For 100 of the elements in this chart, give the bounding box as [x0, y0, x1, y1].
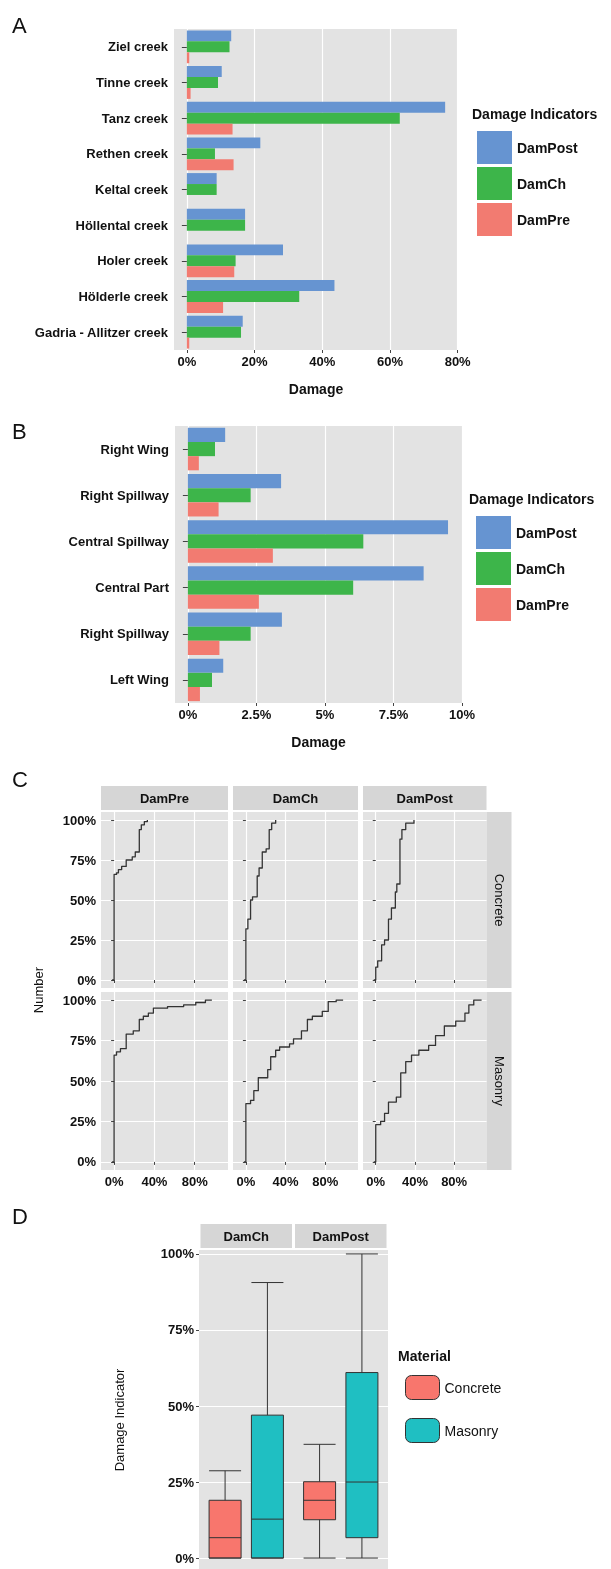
bar [187, 534, 364, 549]
bar [187, 548, 273, 563]
legend-label: DamPost [517, 139, 579, 156]
bar [187, 520, 449, 535]
y-tick-label: 0% [175, 1550, 195, 1566]
bar [187, 612, 282, 627]
x-tick-label: 40% [401, 1174, 429, 1189]
legend-label: DamCh [516, 560, 566, 577]
bar [187, 502, 219, 517]
x-tick-label: 40% [309, 354, 336, 369]
legend-title: Damage Indicators [472, 106, 598, 122]
y-tick-label: Left Wing [109, 672, 170, 688]
bar [186, 123, 233, 135]
y-tick-label: 50% [69, 892, 97, 908]
text: D [12, 1203, 28, 1229]
bar [187, 626, 251, 641]
x-axis-title: Damage [291, 734, 346, 750]
x-tick-label: 80% [181, 1174, 209, 1189]
bar [187, 442, 216, 457]
text: A [12, 12, 27, 38]
y2-axis-title: Concrete [491, 873, 507, 927]
bar [186, 219, 246, 231]
chart-title: DamCh [272, 790, 319, 806]
x-tick-label: 60% [376, 354, 404, 369]
y-tick-label: Central Spillway [68, 533, 170, 549]
y2-axis-title: Masonry [491, 1056, 507, 1107]
bar [187, 566, 424, 581]
y-tick-label: 25% [69, 932, 97, 948]
y-tick-label: 75% [167, 1322, 195, 1338]
bar [186, 41, 230, 53]
bar [187, 488, 251, 503]
legend-label: DamCh [517, 175, 567, 192]
x-axis-title: Damage [288, 381, 344, 397]
y-tick-label: Keltal creek [95, 182, 169, 197]
x-tick-label: 80% [444, 354, 472, 369]
x-tick-label: 0% [236, 1174, 256, 1189]
y-tick-label: Höllental creek [75, 217, 169, 233]
legend-label: Concrete [444, 1379, 502, 1396]
y-tick-label: 75% [69, 1033, 97, 1049]
bar [186, 208, 246, 220]
y-tick-label: 75% [69, 852, 97, 868]
bar [186, 112, 400, 124]
x-tick-label: 0% [366, 1174, 386, 1189]
y-tick-label: Right Wing [100, 441, 170, 457]
bar [186, 244, 283, 256]
y-tick-label: 100% [62, 992, 97, 1008]
x-tick-label: 5% [315, 707, 335, 722]
y-axis-title: Number [30, 966, 46, 1014]
bar [186, 326, 242, 338]
text: B [12, 418, 27, 444]
bar [186, 101, 446, 113]
y-tick-label: 25% [69, 1113, 97, 1129]
bar [187, 456, 199, 471]
y-tick-label: Central Part [95, 580, 170, 596]
x-tick-label: 80% [441, 1174, 468, 1189]
bar [186, 159, 234, 171]
x-tick-label: 80% [312, 1174, 339, 1189]
chart-title: DamPre [139, 790, 190, 806]
y-tick-label: Tanz creek [101, 110, 169, 126]
y-tick-label: Tinne creek [95, 75, 169, 90]
legend-title: Damage Indicators [469, 491, 595, 507]
chart-title: DamPost [396, 790, 454, 806]
y-tick-label: Rethen creek [86, 146, 169, 162]
bar [186, 291, 300, 302]
bar [186, 30, 232, 42]
bar [187, 658, 224, 673]
x-tick-label: 40% [141, 1174, 168, 1189]
y-tick-label: 50% [69, 1073, 97, 1089]
legend-label: Masonry [444, 1422, 499, 1439]
y-tick-label: 0% [77, 972, 97, 988]
bar [186, 184, 217, 195]
bar [187, 474, 282, 489]
y-tick-label: 50% [167, 1398, 195, 1414]
bar [186, 77, 218, 88]
bar [187, 672, 213, 687]
x-tick-label: 20% [241, 354, 269, 369]
bar [186, 301, 224, 313]
y-tick-label: 0% [77, 1154, 97, 1170]
legend-label: DamPost [516, 524, 578, 541]
y-tick-label: 100% [62, 812, 97, 828]
bar [186, 148, 215, 160]
bar [187, 580, 354, 595]
legend-title: Material [398, 1348, 451, 1364]
legend-label: DamPre [516, 596, 570, 613]
y-axis-title: Damage Indicator [111, 1368, 127, 1472]
y-tick-label: 100% [160, 1246, 195, 1262]
bar [187, 594, 259, 609]
y-tick-label: 25% [167, 1474, 195, 1490]
bar [187, 687, 200, 702]
bar [186, 137, 261, 149]
bar [186, 173, 217, 185]
y-tick-label: Ziel creek [108, 39, 169, 55]
bar [187, 427, 226, 442]
bar [187, 640, 220, 655]
x-tick-label: 2.5% [241, 707, 272, 722]
bar [186, 315, 243, 327]
text: C [12, 766, 28, 792]
bar [186, 87, 191, 99]
x-tick-label: 40% [272, 1174, 300, 1189]
bar [186, 66, 222, 78]
